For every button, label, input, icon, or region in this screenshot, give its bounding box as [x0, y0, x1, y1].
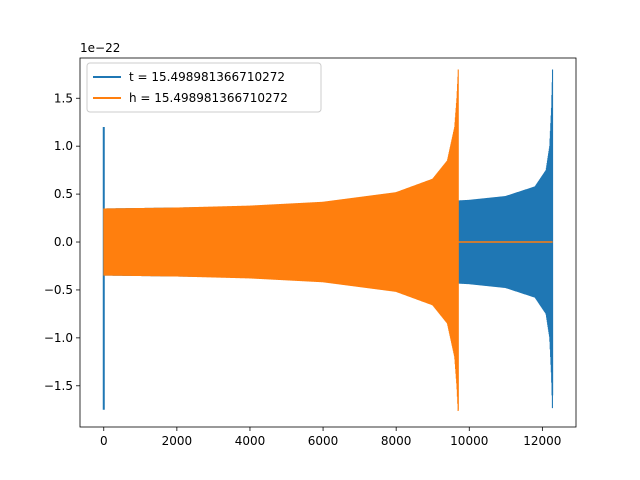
legend: t = 15.498981366710272 h = 15.49898136671…: [86, 62, 322, 113]
y-tick-label: 0.5: [54, 187, 73, 201]
legend-box: [86, 62, 322, 113]
axes-frame: [79, 57, 577, 428]
y-tick-label: −0.5: [44, 283, 73, 297]
y-tick-label: −1.5: [44, 379, 73, 393]
y-tick-label: 1.5: [54, 91, 73, 105]
x-tick-label: 2000: [162, 434, 193, 448]
series-line: [103, 69, 459, 411]
x-tick-label: 0: [100, 434, 108, 448]
axes-border: [79, 57, 577, 428]
y-offset-label: 1e−22: [80, 41, 120, 55]
x-axis: 0 2000 4000 6000 8000 10000 12000: [100, 427, 561, 448]
x-tick-label: 6000: [308, 434, 339, 448]
x-tick-label: 12000: [523, 434, 561, 448]
x-tick-label: 8000: [381, 434, 412, 448]
y-tick-label: −1.0: [44, 331, 73, 345]
y-tick-label: 1.0: [54, 139, 73, 153]
x-tick-label: 4000: [235, 434, 266, 448]
legend-label: h = 15.498981366710272: [129, 91, 288, 105]
plot-area: [102, 69, 554, 411]
y-axis: −1.5 −1.0 −0.5 0.0 0.5 1.0 1.5: [44, 91, 80, 393]
x-tick-label: 10000: [450, 434, 488, 448]
y-tick-label: 0.0: [54, 235, 73, 249]
legend-label: t = 15.498981366710272: [129, 70, 285, 84]
series-2: [103, 69, 553, 411]
